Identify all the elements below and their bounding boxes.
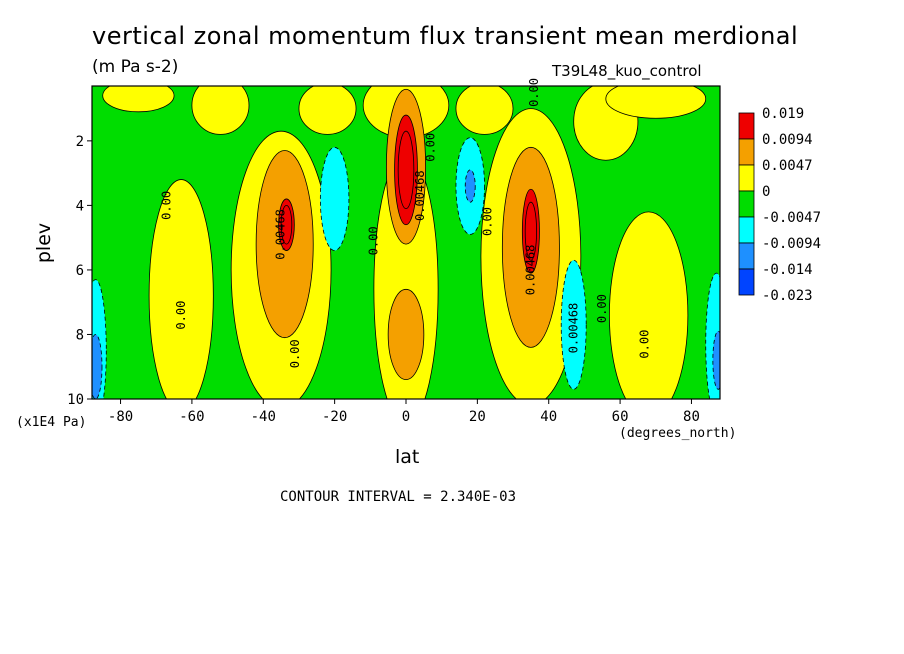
colorbar-swatch: [738, 190, 755, 218]
x-tick-label: 60: [612, 409, 629, 425]
strong-negative-region: [712, 330, 720, 390]
positive-region: [455, 86, 514, 135]
units-label: (m Pa s-2): [92, 57, 179, 77]
positive-region: [191, 86, 250, 135]
x-tick-label: -60: [179, 409, 204, 425]
y-tick-label: 8: [76, 327, 84, 343]
x-axis-units: (degrees_north): [619, 426, 737, 441]
x-tick-label: 20: [469, 409, 486, 425]
strong-negative-region: [464, 169, 476, 203]
strong-negative-region: [92, 334, 103, 399]
contour-interval-note: CONTOUR INTERVAL = 2.340E-03: [280, 489, 517, 505]
y-axis-label: plev: [33, 222, 56, 264]
positive-region: [102, 86, 175, 113]
x-tick-label: 40: [540, 409, 557, 425]
y-axis-units: (x1E4 Pa): [16, 415, 87, 430]
colorbar-label: 0.0047: [762, 158, 813, 174]
y-tick-label: 10: [67, 392, 84, 408]
negative-region: [319, 146, 350, 251]
y-tick-label: 4: [76, 198, 84, 214]
contour-label: 0.00: [424, 133, 438, 162]
colorbar-label: -0.0047: [762, 210, 821, 226]
x-tick-label: -80: [108, 409, 133, 425]
x-axis-label: lat: [395, 446, 420, 468]
colorbar-swatch: [738, 216, 755, 244]
x-tick-label: 80: [683, 409, 700, 425]
colorbar-swatch: [738, 268, 755, 296]
moderate-maximum-region: [387, 288, 425, 381]
colorbar-swatch: [738, 138, 755, 166]
contour-line: [280, 204, 293, 245]
contour-line: [397, 130, 415, 210]
contour-label: 0.00: [366, 226, 380, 255]
x-tick-label: 0: [402, 409, 410, 425]
colorbar-label: -0.0094: [762, 236, 821, 252]
contour-label: 0.00468: [274, 209, 288, 260]
positive-region: [608, 211, 689, 399]
colorbar-swatch: [738, 164, 755, 192]
y-tick-label: 6: [76, 263, 84, 279]
x-tick-label: -20: [322, 409, 347, 425]
x-tick-label: -40: [251, 409, 276, 425]
run-label: T39L48_kuo_control: [552, 62, 702, 80]
contour-label: 0.00: [481, 207, 495, 236]
contour-line: [524, 201, 537, 261]
contour-label: 0.00468: [413, 170, 427, 221]
colorbar-label: -0.014: [762, 262, 813, 278]
colorbar-swatch: [738, 112, 755, 140]
colorbar-label: 0: [762, 184, 770, 200]
contour-label: 0.00: [638, 330, 652, 359]
contour-label: 0.00: [174, 301, 188, 330]
colorbar-swatch: [738, 242, 755, 270]
contour-label: 0.00468: [566, 303, 580, 354]
positive-region: [605, 86, 707, 119]
contour-label: 0.00468: [523, 245, 537, 296]
contour-label: 0.00: [595, 294, 609, 323]
positive-region: [298, 86, 357, 135]
positive-region: [148, 179, 214, 399]
contour-label: 0.00: [527, 78, 541, 107]
chart-title: vertical zonal momentum flux transient m…: [92, 22, 799, 50]
y-tick-label: 2: [76, 134, 84, 150]
contour-label: 0.00: [288, 339, 302, 368]
colorbar-label: 0.0094: [762, 132, 813, 148]
negative-region: [560, 259, 587, 390]
colorbar-label: -0.023: [762, 288, 813, 304]
contour-label: 0.00: [160, 191, 174, 220]
colorbar-label: 0.019: [762, 106, 804, 122]
contour-fill-layer: [92, 86, 720, 399]
